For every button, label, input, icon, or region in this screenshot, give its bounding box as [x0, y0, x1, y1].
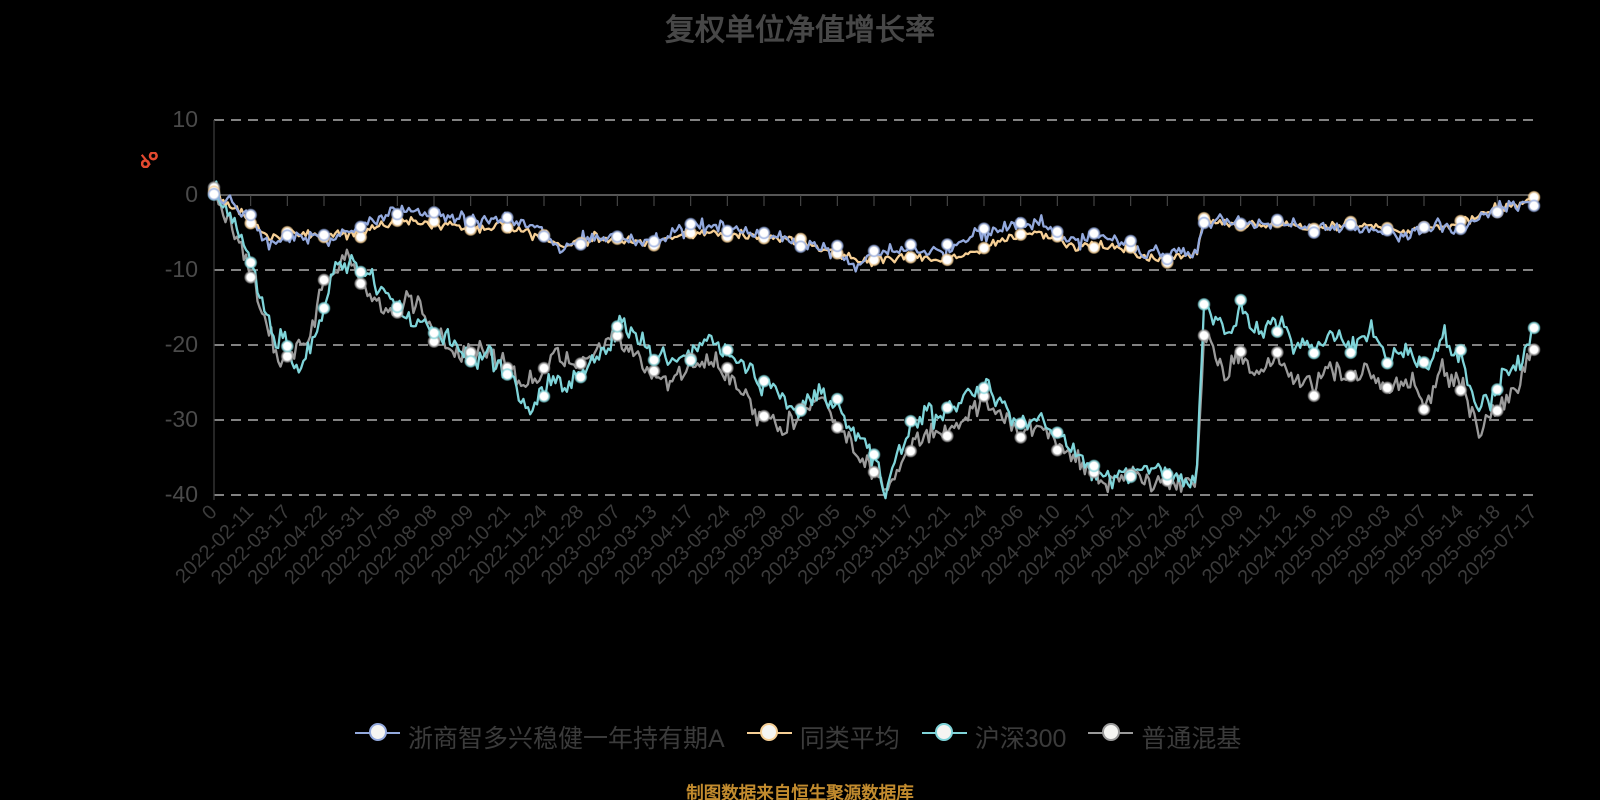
svg-text:-10: -10 [165, 256, 198, 282]
svg-text:0: 0 [185, 181, 198, 207]
svg-text:0: 0 [198, 501, 221, 524]
svg-text:-20: -20 [165, 331, 198, 357]
svg-text:-40: -40 [165, 481, 198, 507]
svg-text:10: 10 [172, 106, 198, 132]
svg-text:-30: -30 [165, 406, 198, 432]
